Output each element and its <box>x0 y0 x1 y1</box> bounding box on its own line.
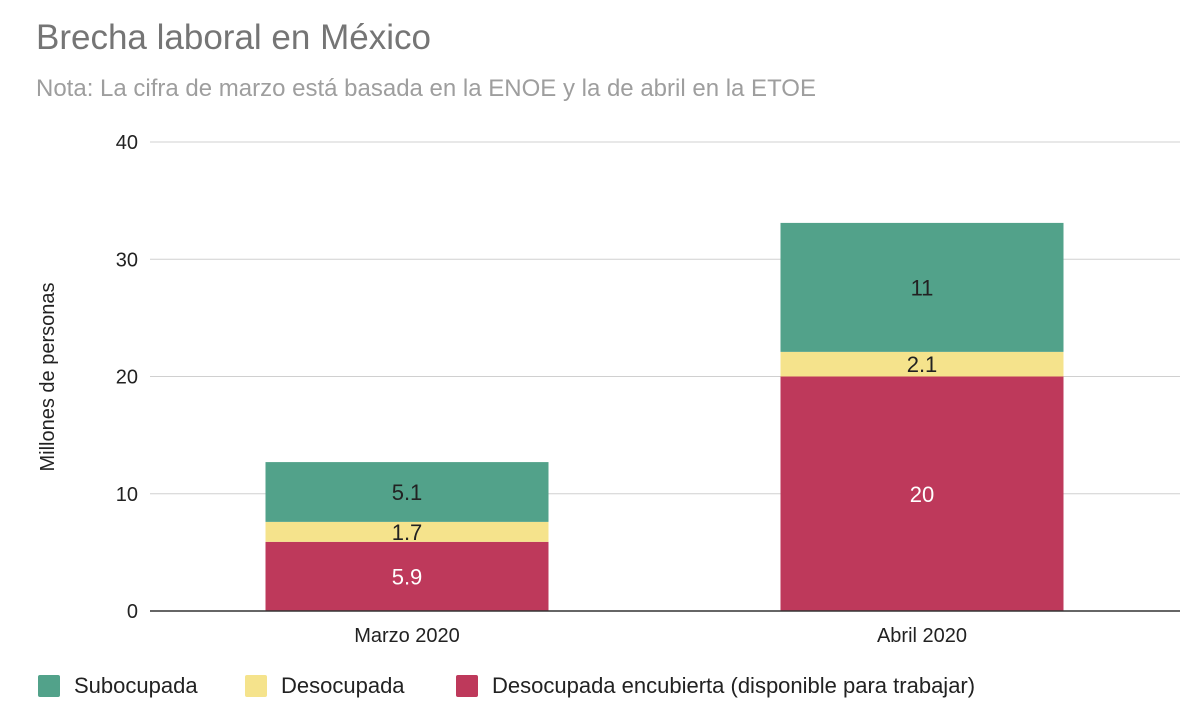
bar-segment <box>265 462 549 522</box>
bar-segment <box>780 351 1064 377</box>
chart-title: Brecha laboral en México <box>36 18 431 57</box>
legend-swatch <box>456 675 478 697</box>
y-tick-label: 10 <box>116 484 138 506</box>
x-tick-label: Abril 2020 <box>877 625 967 647</box>
y-tick-label: 20 <box>116 367 138 389</box>
chart-subtitle: Nota: La cifra de marzo está basada en l… <box>36 75 816 102</box>
x-tick-label: Marzo 2020 <box>354 625 460 647</box>
data-label: 20 <box>910 482 934 507</box>
y-tick-label: 30 <box>116 249 138 271</box>
legend-item: Desocupada encubierta (disponible para t… <box>456 673 975 699</box>
bar-segment <box>780 376 1064 611</box>
y-tick-label: 40 <box>116 132 138 154</box>
legend-label: Desocupada <box>281 673 405 698</box>
data-label: 1.7 <box>392 520 423 545</box>
legend-item: Desocupada <box>245 673 405 699</box>
data-label: 11 <box>911 275 934 300</box>
legend-swatch <box>245 675 267 697</box>
legend-item: Subocupada <box>38 673 198 699</box>
data-label: 5.1 <box>392 480 423 505</box>
legend-swatch <box>38 675 60 697</box>
data-label: 5.9 <box>392 564 423 589</box>
legend-label: Subocupada <box>74 673 198 698</box>
y-tick-label: 0 <box>127 601 138 623</box>
bar-segment <box>265 521 549 542</box>
bar-segment <box>265 541 549 611</box>
legend-label: Desocupada encubierta (disponible para t… <box>492 673 976 698</box>
bar-segment <box>780 222 1064 352</box>
data-label: 2.1 <box>907 352 938 377</box>
y-axis-label: Millones de personas <box>37 283 59 472</box>
